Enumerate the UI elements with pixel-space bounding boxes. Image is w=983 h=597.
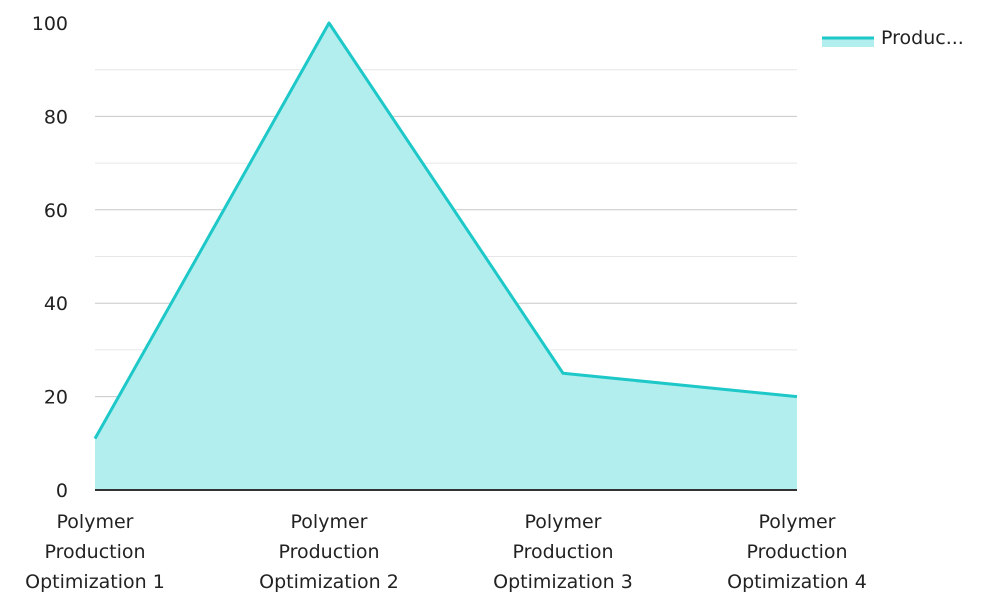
y-tick-label: 100	[32, 13, 68, 35]
legend-label: Produc...	[881, 27, 964, 49]
x-axis: Polymer Production Optimization 1 Polymer Pr…	[25, 489, 867, 593]
legend-swatch-fill	[822, 38, 874, 47]
x-category-line: Production	[278, 541, 379, 563]
x-category-line: Production	[44, 541, 145, 563]
series-line	[93, 21, 798, 440]
series-area	[93, 21, 798, 490]
x-category-line: Production	[746, 541, 847, 563]
y-tick-label: 0	[56, 480, 68, 502]
x-category-label: Polymer Production Optimization 3	[493, 511, 633, 593]
area-fill	[95, 23, 797, 490]
x-category-label: Polymer Production Optimization 2	[259, 511, 399, 593]
x-category-line: Polymer	[291, 511, 368, 533]
y-tick-label: 40	[44, 293, 68, 315]
y-tick-label: 60	[44, 200, 68, 222]
y-axis-ticks: 0 20 40 60 80 100	[32, 13, 68, 502]
x-category-line: Polymer	[759, 511, 836, 533]
legend[interactable]: Produc...	[822, 27, 964, 49]
x-category-label: Polymer Production Optimization 4	[727, 511, 867, 593]
x-category-line: Production	[512, 541, 613, 563]
x-category-line: Optimization 2	[259, 571, 399, 593]
x-category-line: Optimization 1	[25, 571, 165, 593]
x-category-line: Polymer	[525, 511, 602, 533]
x-category-line: Optimization 3	[493, 571, 633, 593]
y-tick-label: 80	[44, 106, 68, 128]
y-tick-label: 20	[44, 387, 68, 409]
x-category-line: Optimization 4	[727, 571, 867, 593]
x-category-line: Polymer	[57, 511, 134, 533]
x-category-label: Polymer Production Optimization 1	[25, 511, 165, 593]
